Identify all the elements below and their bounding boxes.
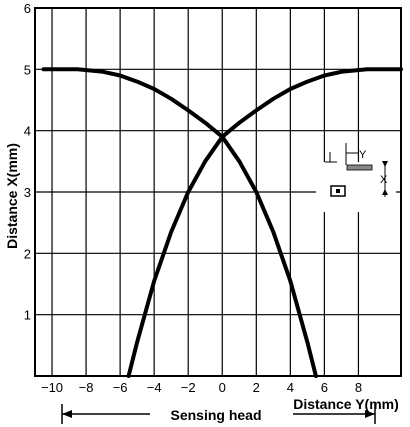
series-line-2 — [126, 67, 403, 378]
x-tick-label: 8 — [355, 380, 362, 395]
curves — [41, 67, 403, 378]
sensing-head-label: Sensing head — [170, 407, 261, 423]
x-tick-label: −4 — [147, 380, 162, 395]
y-tick-label: 3 — [24, 185, 31, 200]
svg-text:Y: Y — [359, 149, 367, 161]
x-tick-label: −10 — [41, 380, 63, 395]
y-tick-label: 5 — [24, 62, 31, 77]
series-line-1 — [41, 67, 318, 378]
x-tick-label: −8 — [79, 380, 94, 395]
plot-frame — [34, 7, 402, 377]
y-tick-label: 4 — [24, 124, 31, 139]
tick-labels: −10 −8 −6 −4 −2 0 2 4 6 8 1 2 3 4 5 6 — [24, 1, 362, 395]
y-tick-label: 2 — [24, 246, 31, 261]
x-tick-label: −2 — [181, 380, 196, 395]
svg-text:X: X — [380, 174, 388, 186]
x-tick-label: −6 — [113, 380, 128, 395]
y-axis-title: Distance X(mm) — [4, 143, 20, 249]
y-tick-label: 1 — [24, 308, 31, 323]
sensing-direction-arrows — [61, 404, 376, 424]
x-tick-label: 4 — [287, 380, 294, 395]
y-tick-label: 6 — [24, 1, 31, 16]
sensor-position-diagram: Y X — [316, 143, 396, 212]
x-tick-label: 0 — [219, 380, 226, 395]
x-tick-label: 6 — [321, 380, 328, 395]
x-tick-label: 2 — [253, 380, 260, 395]
x-axis-title: Distance Y(mm) — [293, 396, 399, 412]
